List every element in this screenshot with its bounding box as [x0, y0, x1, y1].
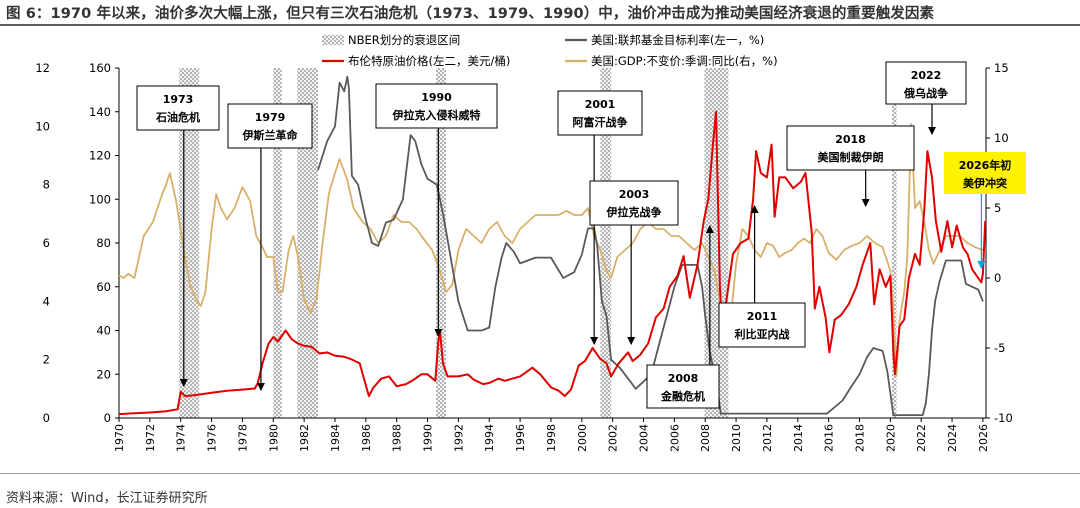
x-tick-label: 1996 — [514, 424, 527, 452]
annotation-event: 伊斯兰革命 — [242, 128, 299, 142]
x-tick-label: 1970 — [113, 424, 126, 452]
y-right-tick-label: 10 — [994, 131, 1009, 145]
y-left2-tick-label: 60 — [96, 280, 111, 294]
x-tick-label: 2012 — [761, 424, 774, 452]
y-right-tick-label: -5 — [994, 341, 1005, 355]
annotation-year: 2003 — [619, 188, 650, 201]
annotation-event: 阿富汗战争 — [573, 115, 628, 129]
annotation-year: 2018 — [835, 133, 866, 146]
annotation-year: 1990 — [421, 91, 452, 104]
x-tick-label: 1978 — [236, 424, 249, 452]
annotation-box — [718, 302, 806, 348]
annotation-year: 2026年初 — [959, 158, 1012, 172]
annotation-box — [227, 103, 313, 149]
y-left2-tick-label: 40 — [96, 324, 111, 338]
y-left1-tick-label: 0 — [43, 411, 50, 425]
x-tick-label: 1976 — [206, 424, 219, 452]
recession-band — [436, 68, 447, 418]
x-tick-label: 1984 — [329, 424, 342, 452]
y-left1-tick-label: 6 — [43, 236, 50, 250]
y-left2-tick-label: 20 — [96, 367, 111, 381]
bottom-divider — [0, 473, 1080, 474]
x-tick-label: 1990 — [422, 424, 435, 452]
x-tick-label: 2010 — [730, 424, 743, 452]
legend-label: 布伦特原油价格(左二，美元/桶) — [348, 54, 510, 68]
x-tick-label: 1994 — [483, 424, 496, 452]
y-left1-tick-label: 12 — [35, 61, 50, 75]
annotation-event: 石油危机 — [155, 110, 200, 124]
brent-oil-price-line — [118, 110, 987, 416]
x-tick-label: 1972 — [144, 424, 157, 452]
recession-band — [273, 68, 282, 418]
x-tick-label: 2004 — [638, 424, 651, 452]
x-tick-label: 1986 — [360, 424, 373, 452]
annotation-box — [944, 152, 1026, 194]
x-tick-label: 2016 — [823, 424, 836, 452]
annotation-event: 伊拉克战争 — [606, 205, 662, 219]
x-tick-label: 2014 — [792, 424, 805, 452]
annotation-box — [375, 83, 498, 129]
annotation-event: 伊拉克入侵科威特 — [392, 108, 481, 122]
x-tick-label: 1998 — [545, 424, 558, 452]
page-title: 图 6：1970 年以来，油价多次大幅上涨，但只有三次石油危机（1973、197… — [6, 6, 935, 22]
y-right-tick-label: 0 — [994, 271, 1001, 285]
y-left2-tick-label: 100 — [89, 192, 111, 206]
y-left2-tick-label: 0 — [104, 411, 111, 425]
annotation-event: 俄乌战争 — [903, 86, 948, 100]
annotation-box — [786, 125, 915, 171]
annotation-box — [646, 364, 720, 409]
x-tick-label: 2006 — [668, 424, 681, 452]
annotation-year: 2008 — [668, 372, 699, 385]
y-right-tick-label: 15 — [994, 61, 1009, 75]
legend-label: 美国:联邦基金目标利率(左一，%) — [591, 33, 764, 47]
x-tick-label: 2000 — [576, 424, 589, 452]
x-tick-label: 2020 — [884, 424, 897, 452]
y-right-tick-label: 5 — [994, 201, 1001, 215]
y-left2-tick-label: 80 — [96, 236, 111, 250]
y-left1-tick-label: 10 — [35, 119, 50, 133]
x-tick-label: 2002 — [607, 424, 620, 452]
y-left2-tick-label: 140 — [89, 105, 111, 119]
recession-band — [600, 68, 612, 418]
annotation-event: 利比亚内战 — [735, 327, 790, 341]
x-tick-label: 1980 — [267, 424, 280, 452]
x-tick-label: 1982 — [298, 424, 311, 452]
annotation-year: 1979 — [255, 111, 286, 124]
x-tick-label: 1988 — [391, 424, 404, 452]
annotation-event: 金融危机 — [660, 389, 705, 403]
oil-price-chart: 024681012020406080100120140160-10-505101… — [35, 33, 1026, 452]
annotation-event: 美伊冲突 — [963, 176, 1007, 190]
annotation-box — [557, 90, 643, 136]
annotation-year: 2001 — [585, 98, 616, 111]
us-gdp-yoy-line — [118, 123, 984, 377]
annotation-box — [589, 180, 679, 226]
x-tick-label: 1974 — [175, 424, 188, 452]
x-tick-label: 2026 — [977, 424, 990, 452]
x-tick-label: 2008 — [699, 424, 712, 452]
y-left2-tick-label: 160 — [89, 61, 111, 75]
x-tick-label: 1992 — [452, 424, 465, 452]
y-left1-tick-label: 2 — [43, 353, 50, 367]
annotation-year: 1973 — [163, 93, 194, 106]
recession-band — [297, 68, 319, 418]
title-divider — [0, 24, 1080, 26]
legend-label: NBER划分的衰退区间 — [348, 33, 460, 47]
annotation-box — [136, 85, 220, 131]
x-tick-label: 2022 — [915, 424, 928, 452]
legend-swatch-recession — [322, 35, 344, 45]
y-left1-tick-label: 4 — [43, 294, 50, 308]
annotation-year: 2022 — [911, 69, 942, 82]
y-left2-tick-label: 120 — [89, 149, 111, 163]
annotation-year: 2011 — [747, 310, 778, 323]
source-note: 资料来源：Wind，长江证券研究所 — [6, 491, 208, 506]
y-right-tick-label: -10 — [994, 411, 1013, 425]
annotation-box — [885, 61, 967, 105]
y-left1-tick-label: 8 — [43, 178, 50, 192]
x-tick-label: 2018 — [853, 424, 866, 452]
legend-label: 美国:GDP:不变价:季调:同比(右，%) — [591, 54, 778, 68]
recession-band — [891, 68, 897, 418]
x-tick-label: 2024 — [946, 424, 959, 452]
annotation-event: 美国制裁伊朗 — [818, 150, 884, 164]
